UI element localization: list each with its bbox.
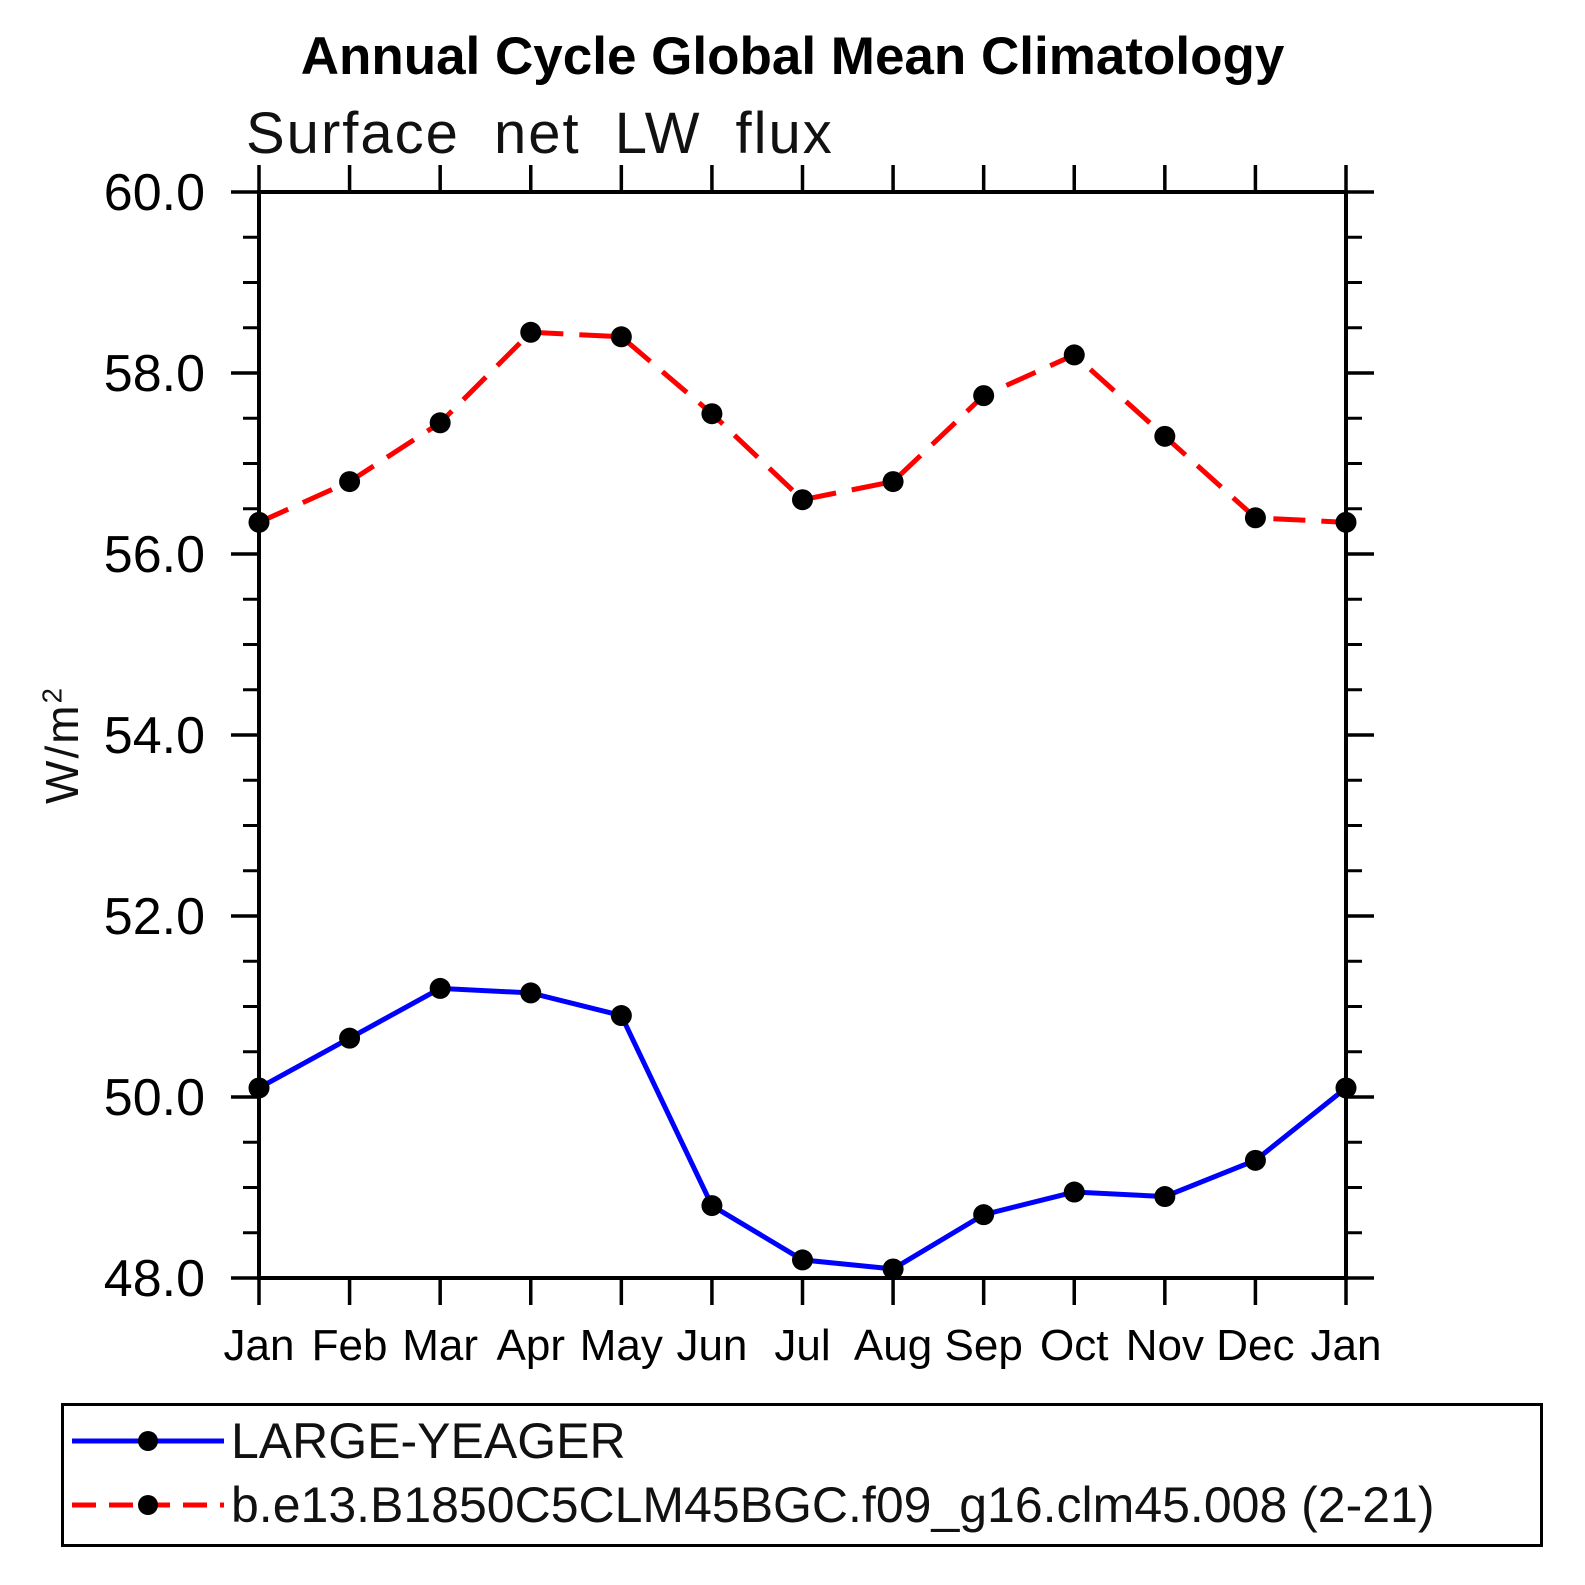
data-point-marker xyxy=(1063,1181,1085,1203)
data-point-marker xyxy=(248,511,270,533)
x-axis-tick-label: Jan xyxy=(224,1321,295,1370)
data-point-marker xyxy=(610,326,632,348)
y-axis-tick-label: 50.0 xyxy=(104,1069,205,1127)
x-axis-tick-label: Aug xyxy=(854,1321,932,1370)
legend-label-large-yeager: LARGE-YEAGER xyxy=(231,1413,626,1469)
y-axis-tick-label: 58.0 xyxy=(104,345,205,403)
y-axis-tick-label: 52.0 xyxy=(104,888,205,946)
legend-line-sample-dashed xyxy=(72,1495,224,1515)
data-point-marker xyxy=(701,403,723,425)
data-point-marker xyxy=(520,321,542,343)
data-point-marker xyxy=(882,1258,904,1280)
x-axis-tick-label: Nov xyxy=(1126,1321,1204,1370)
y-axis-tick-label: 60.0 xyxy=(104,164,205,222)
data-point-marker xyxy=(701,1195,723,1217)
y-axis-label: W/m2 xyxy=(35,686,89,804)
series-line-large-yeager xyxy=(257,985,1348,1272)
x-axis-tick-label: Jul xyxy=(774,1321,830,1370)
y-axis-tick-label: 54.0 xyxy=(104,707,205,765)
data-point-marker xyxy=(429,412,451,434)
chart-subtitle: Surface net LW flux xyxy=(246,101,834,166)
y-axis-label-unit: W/m xyxy=(36,703,88,804)
x-axis-tick-label: Feb xyxy=(312,1321,388,1370)
data-point-marker xyxy=(1154,1186,1176,1208)
data-point-marker xyxy=(610,1005,632,1027)
data-point-marker xyxy=(339,1027,361,1049)
x-axis-tick-label: Jan xyxy=(1311,1321,1382,1370)
data-point-marker xyxy=(248,1077,270,1099)
data-point-marker xyxy=(1063,344,1085,366)
data-point-marker xyxy=(792,1249,813,1271)
x-axis-tick-label: Jun xyxy=(676,1321,747,1370)
x-axis-tick-label: Oct xyxy=(1040,1321,1108,1370)
legend: LARGE-YEAGER b.e13.B1850C5CLM45BGC.f09_g… xyxy=(61,1403,1543,1547)
x-axis-tick-label: Sep xyxy=(945,1321,1023,1370)
legend-item-model-run: b.e13.B1850C5CLM45BGC.f09_g16.clm45.008 … xyxy=(68,1474,1435,1536)
data-point-marker xyxy=(339,471,361,493)
legend-label-model-run: b.e13.B1850C5CLM45BGC.f09_g16.clm45.008 … xyxy=(231,1477,1435,1533)
y-axis-label-exponent: 2 xyxy=(36,686,68,704)
y-axis-tick-label: 48.0 xyxy=(104,1250,205,1308)
data-point-marker xyxy=(973,385,995,407)
x-axis-tick-label: Dec xyxy=(1216,1321,1294,1370)
x-axis-tick-label: May xyxy=(580,1321,663,1370)
x-axis-tick-label: Mar xyxy=(402,1321,478,1370)
data-point-marker xyxy=(1244,507,1266,529)
legend-line-sample-solid xyxy=(72,1431,224,1451)
data-point-marker xyxy=(520,982,542,1004)
data-point-marker xyxy=(882,471,904,493)
data-point-marker xyxy=(792,489,813,511)
data-point-marker xyxy=(1244,1149,1266,1171)
data-point-marker xyxy=(1335,1077,1357,1099)
legend-marker-dot xyxy=(138,1431,158,1451)
data-point-marker xyxy=(973,1204,995,1226)
plot-frame xyxy=(257,190,1348,1280)
x-axis-tick-label: Apr xyxy=(497,1321,565,1370)
data-point-marker xyxy=(1335,511,1357,533)
legend-item-large-yeager: LARGE-YEAGER xyxy=(68,1410,626,1472)
chart-title: Annual Cycle Global Mean Climatology xyxy=(300,27,1285,86)
data-point-marker xyxy=(429,977,451,999)
y-axis-tick-label: 56.0 xyxy=(104,526,205,584)
data-point-marker xyxy=(1154,425,1176,447)
legend-marker-dot xyxy=(138,1495,158,1515)
